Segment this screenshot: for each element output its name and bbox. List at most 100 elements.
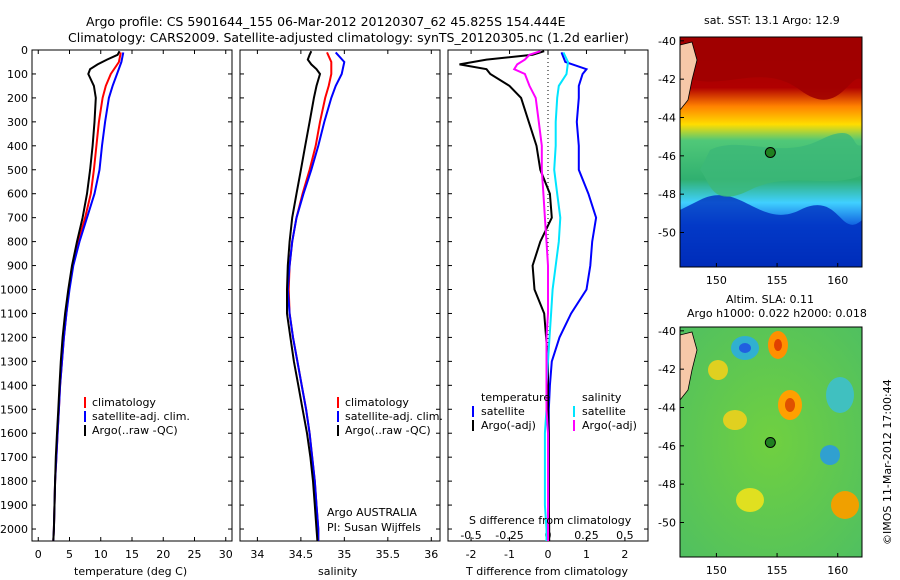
difference-legend-salinity-title: salinity [582, 391, 622, 404]
sst-map-xtick-label: 155 [767, 274, 788, 287]
sst-map-ytick-label: -44 [658, 112, 676, 125]
sla-map-ytick-label: -42 [658, 363, 676, 376]
sst-map-ytick-label: -46 [658, 150, 676, 163]
sla-map-ticks: 150 155 160 -40 -42 -44 -46 -48 -50 [658, 325, 848, 577]
salinity-annotation-line1: Argo AUSTRALIA [327, 506, 417, 519]
sla-map-ytick-label: -50 [658, 517, 676, 530]
depth-tick-label: 1200 [0, 331, 28, 344]
depth-tick-label: 1000 [0, 284, 28, 297]
salinity-annotation-line2: PI: Susan Wijffels [327, 521, 421, 534]
difference-legend-t-argo: Argo(-adj) [481, 419, 536, 432]
difference-series-s-argo-adj- [512, 50, 549, 541]
difference-top-tick-label: 0.25 [574, 529, 599, 542]
sla-eddy-7 [785, 398, 795, 412]
depth-tick-label: 2000 [0, 523, 28, 536]
depth-tick-label: 1100 [0, 307, 28, 320]
depth-tick-label: 1300 [0, 355, 28, 368]
sla-eddy-12 [820, 445, 840, 465]
temperature-legend: climatology satellite-adj. clim. Argo(..… [84, 396, 190, 437]
plot-layers: 0100200300400500600700800900100011001200… [0, 44, 648, 561]
temperature-series-argo-raw-qc- [52, 50, 121, 542]
salinity-xtick-label: 35 [337, 548, 351, 561]
sla-argo-marker [764, 436, 776, 448]
salinity-xtick-label: 34.5 [289, 548, 314, 561]
sst-map: sat. SST: 13.1 Argo: 12.9 150 155 160 -40 -4… [658, 14, 863, 287]
sst-map-title: sat. SST: 13.1 Argo: 12.9 [704, 14, 840, 27]
difference-legend: temperature satellite Argo(-adj) salinit… [469, 391, 637, 527]
salinity-legend-climatology: climatology [345, 396, 409, 409]
salinity-series-satellite-adj-clim- [286, 51, 346, 541]
sla-map-xtick-label: 160 [827, 564, 848, 577]
sla-eddy-4 [774, 339, 782, 351]
sla-map-xtick-label: 150 [706, 564, 727, 577]
salinity-xtick-label: 35.5 [376, 548, 401, 561]
depth-tick-label: 400 [7, 140, 28, 153]
temperature-xtick-label: 0 [35, 548, 42, 561]
difference-top-tick-label: 0.5 [616, 529, 634, 542]
sla-map-ytick-label: -46 [658, 440, 676, 453]
sst-map-xtick-label: 150 [706, 274, 727, 287]
difference-legend-s-argo: Argo(-adj) [582, 419, 637, 432]
sst-warm-front [680, 37, 862, 100]
sla-map-frame [679, 326, 863, 558]
salinity-legend-satellite: satellite-adj. clim. [345, 410, 443, 423]
depth-tick-label: 200 [7, 92, 28, 105]
sla-eddy-8 [723, 410, 747, 430]
header-line2: Climatology: CARS2009. Satellite-adjuste… [68, 30, 629, 45]
sla-eddy-5 [708, 360, 728, 380]
sla-map-ytick-label: -40 [658, 325, 676, 338]
sla-eddy-11 [831, 491, 859, 519]
difference-xlabel-top: S difference from climatology [469, 514, 632, 527]
depth-tick-label: 800 [7, 236, 28, 249]
depth-tick-label: 1900 [0, 499, 28, 512]
sst-map-ytick-label: -50 [658, 227, 676, 240]
depth-tick-label: 300 [7, 116, 28, 129]
sla-eddy-2 [739, 343, 751, 353]
depth-tick-label: 900 [7, 260, 28, 273]
depth-tick-label: 1400 [0, 379, 28, 392]
imos-side-label: ©IMOS 11-Mar-2012 17:00:44 [881, 379, 894, 545]
temperature-series-satellite-adj-clim- [52, 52, 125, 542]
sst-green-tongue [700, 133, 862, 197]
sla-map-ytick-label: -48 [658, 478, 676, 491]
difference-xtick-label: 0 [545, 548, 552, 561]
difference-top-tick-label: -0.25 [495, 529, 523, 542]
sla-map-xtick-label: 155 [767, 564, 788, 577]
temperature-xtick-label: 25 [188, 548, 202, 561]
depth-tick-label: 600 [7, 188, 28, 201]
difference-top-tick-label: -0.5 [460, 529, 481, 542]
difference-series-s-satellite [543, 51, 570, 541]
difference-xlabel: T difference from climatology [465, 565, 628, 578]
temperature-xlabel: temperature (deg C) [74, 565, 187, 578]
difference-xtick-label: -1 [504, 548, 515, 561]
temperature-legend-argo: Argo(..raw -QC) [92, 424, 178, 437]
difference-legend-temperature-title: temperature [481, 391, 550, 404]
depth-tick-label: 1700 [0, 451, 28, 464]
sst-map-ticks: 150 155 160 -40 -42 -44 -46 -48 -50 [658, 35, 848, 287]
temperature-xtick-label: 5 [66, 548, 73, 561]
depth-tick-label: 1600 [0, 427, 28, 440]
temperature-legend-satellite: satellite-adj. clim. [92, 410, 190, 423]
salinity-xlabel: salinity [318, 565, 358, 578]
salinity-xtick-label: 36 [424, 548, 438, 561]
depth-tick-label: 0 [21, 44, 28, 57]
sst-cool-patch [680, 195, 862, 267]
difference-series-t-argo-adj- [459, 50, 553, 541]
temperature-series-climatology [52, 52, 122, 542]
header-line1: Argo profile: CS 5901644_155 06-Mar-2012… [86, 14, 566, 29]
salinity-panel-frame [239, 49, 441, 542]
sst-map-ytick-label: -42 [658, 73, 676, 86]
difference-legend-s-satellite: satellite [582, 405, 626, 418]
difference-xtick-label: 1 [583, 548, 590, 561]
temperature-panel-frame [31, 49, 233, 542]
sst-map-ytick-label: -48 [658, 188, 676, 201]
sst-argo-marker [764, 146, 776, 158]
sla-eddy-9 [826, 377, 854, 413]
salinity-series-argo-raw-qc- [286, 50, 322, 542]
temperature-xtick-label: 30 [219, 548, 233, 561]
sst-map-frame [679, 36, 863, 268]
temperature-xtick-label: 15 [125, 548, 139, 561]
salinity-legend: climatology satellite-adj. clim. Argo(..… [327, 396, 443, 534]
sst-coastline [680, 41, 698, 111]
